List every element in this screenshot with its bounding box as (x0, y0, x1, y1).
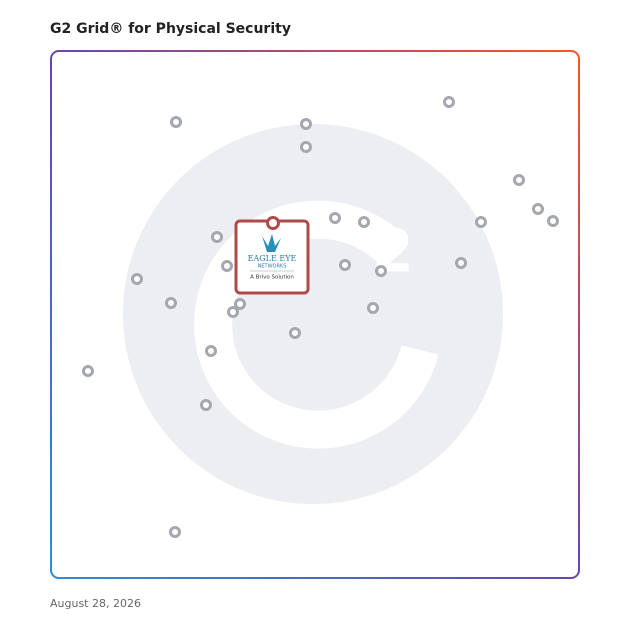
vendor-dots (82, 96, 559, 538)
vendor-dot[interactable] (205, 345, 217, 357)
vendor-dot[interactable] (300, 141, 312, 153)
vendor-dot[interactable] (339, 259, 351, 271)
vendor-dot[interactable] (375, 265, 387, 277)
vendor-dot[interactable] (169, 526, 181, 538)
logo-subname: NETWORKS (258, 264, 287, 270)
vendor-dot[interactable] (289, 327, 301, 339)
date: August 28, 2026 (50, 597, 141, 610)
vendor-dot[interactable] (475, 216, 487, 228)
highlight-vendor[interactable]: EAGLE EYE NETWORKS A Brivo Solution (234, 216, 310, 295)
vendor-dot[interactable] (532, 203, 544, 215)
vendor-dot[interactable] (82, 365, 94, 377)
logo-name: EAGLE EYE (248, 254, 297, 263)
vendor-dot[interactable] (329, 212, 341, 224)
vendor-dot[interactable] (547, 215, 559, 227)
vendor-dot[interactable] (358, 216, 370, 228)
vendor-dot[interactable] (165, 297, 177, 309)
vendor-dot[interactable] (300, 118, 312, 130)
vendor-dot[interactable] (227, 306, 239, 318)
vendor-dot[interactable] (234, 298, 246, 310)
vendor-dot[interactable] (200, 399, 212, 411)
logo-tagline: A Brivo Solution (250, 275, 294, 281)
vendor-dot[interactable] (131, 273, 143, 285)
vendor-dot[interactable] (513, 174, 525, 186)
vendor-dot[interactable] (443, 96, 455, 108)
vendor-dot[interactable] (170, 116, 182, 128)
vendor-dot[interactable] (455, 257, 467, 269)
title: G2 Grid® for Physical Security (50, 21, 291, 37)
vendor-dot[interactable] (211, 231, 223, 243)
vendor-dot[interactable] (367, 302, 379, 314)
vendor-dot[interactable] (221, 260, 233, 272)
